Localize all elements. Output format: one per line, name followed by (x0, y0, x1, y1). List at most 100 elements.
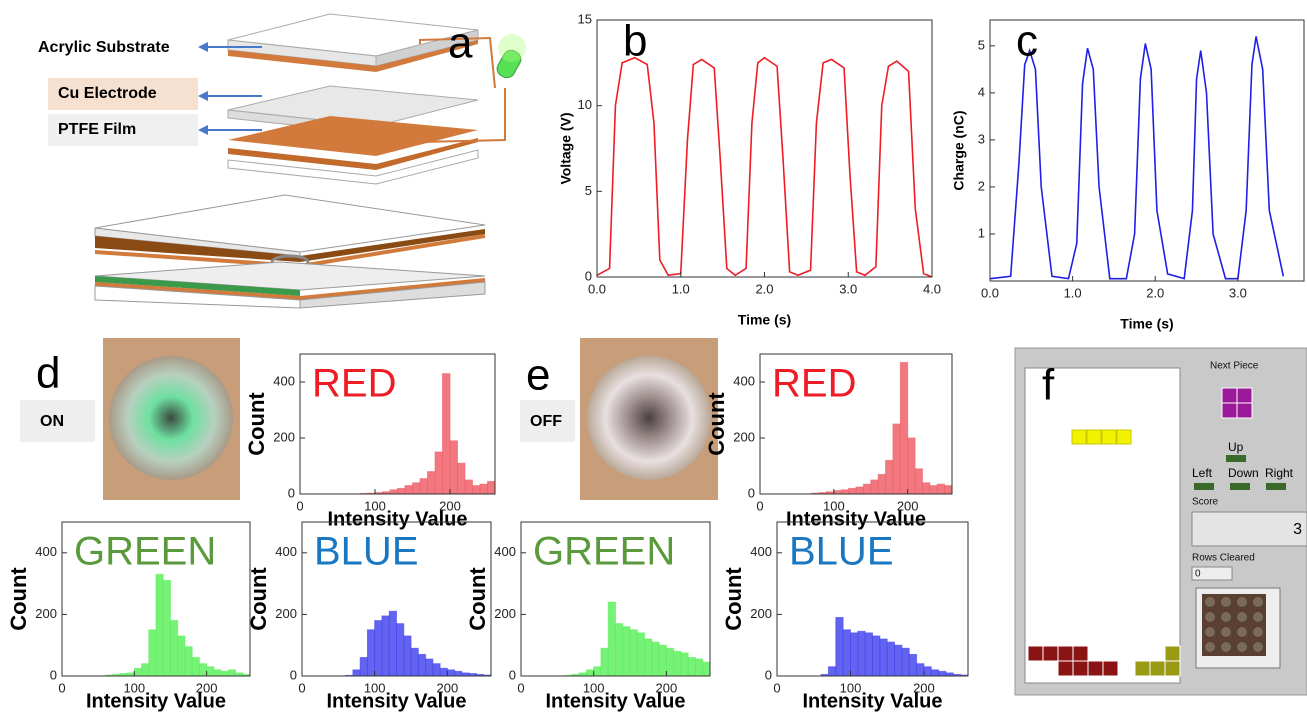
x-axis-label: Time (s) (738, 312, 791, 328)
histogram-bar (221, 671, 228, 676)
histogram-bar (228, 670, 235, 676)
x-tick-label: 3.0 (839, 281, 857, 296)
y-tick-label: 0 (290, 667, 297, 682)
histogram-bar (666, 648, 673, 676)
histogram-bar (945, 486, 952, 494)
histogram-bar (413, 483, 421, 494)
histogram-bar (681, 653, 688, 676)
state-label: OFF (530, 413, 562, 430)
histogram-bar (856, 487, 863, 494)
histogram-bar (458, 463, 466, 494)
rows-cleared-value: 0 (1195, 569, 1201, 580)
y-tick-label: 400 (733, 373, 755, 388)
histogram-bar (849, 488, 856, 494)
led (109, 356, 233, 480)
y-tick-label: 200 (750, 606, 772, 621)
button-label: Right (1265, 466, 1294, 480)
chart-title: RED (772, 362, 856, 406)
histogram-bar (703, 662, 710, 676)
histogram-bar (908, 438, 915, 494)
x-axis-label: Intensity Value (327, 508, 467, 530)
histogram-bar (887, 642, 894, 676)
histogram-bar (142, 664, 149, 676)
layer-label: PTFE Film (58, 121, 136, 138)
histogram-bar (652, 642, 659, 676)
x-tick-label: 3.0 (1229, 285, 1247, 300)
x-axis-label: Intensity Value (86, 690, 226, 712)
y-tick-label: 4 (978, 84, 985, 99)
histogram-bar (375, 621, 382, 676)
histogram-bar (398, 488, 406, 494)
x-tick-label: 0.0 (588, 281, 606, 296)
histogram-bar (922, 483, 929, 494)
button[interactable] (1194, 483, 1214, 490)
layer-label: Cu Electrode (58, 85, 157, 102)
histogram-bar (199, 664, 206, 676)
histogram-bar (404, 636, 411, 676)
y-tick-label: 400 (273, 373, 295, 388)
histogram-bar (659, 645, 666, 676)
histogram-bar (156, 574, 163, 676)
x-tick-label: 0 (298, 680, 305, 695)
histogram-bar (397, 624, 404, 676)
histogram-bar (488, 481, 496, 494)
histogram-bar (895, 645, 902, 676)
histogram-bar (207, 667, 214, 676)
y-tick-label: 0 (509, 667, 516, 682)
button-label: Up (1228, 440, 1244, 454)
data-line (597, 58, 932, 277)
x-tick-label: 2.0 (1146, 285, 1164, 300)
histogram-bar (841, 490, 848, 494)
x-tick-label: 0 (517, 680, 524, 695)
x-tick-label: 0 (756, 498, 763, 513)
x-tick-label: 0 (773, 680, 780, 695)
y-tick-label: 400 (494, 544, 516, 559)
histogram-bar (170, 621, 177, 676)
histogram-bar (435, 452, 443, 494)
histogram-bar (480, 484, 488, 494)
state-label: ON (40, 413, 64, 430)
panel-label: f (1042, 361, 1055, 410)
y-axis-label: Voltage (V) (558, 112, 574, 184)
histogram-bar (428, 472, 436, 494)
x-tick-label: 0 (296, 498, 303, 513)
histogram-bar (443, 374, 451, 494)
histogram-bar (433, 664, 440, 676)
x-axis-label: Time (s) (1120, 316, 1173, 332)
histogram-bar (863, 484, 870, 494)
histogram-bar (886, 460, 893, 494)
histogram-bar (623, 627, 630, 676)
y-tick-label: 400 (275, 544, 297, 559)
histogram-bar (902, 648, 909, 676)
histogram-bar (367, 630, 374, 676)
histogram-bar (645, 639, 652, 676)
y-axis-label: Count (465, 567, 490, 631)
x-axis-label: Intensity Value (802, 690, 942, 712)
y-tick-label: 0 (765, 667, 772, 682)
histogram-bar (178, 636, 185, 676)
y-tick-label: 400 (750, 544, 772, 559)
button[interactable] (1230, 483, 1250, 490)
histogram-bar (630, 630, 637, 676)
histogram-bar (873, 636, 880, 676)
histogram-bar (880, 639, 887, 676)
y-tick-label: 200 (494, 606, 516, 621)
histogram-bar (594, 667, 601, 676)
y-tick-label: 200 (273, 429, 295, 444)
histogram-bar (924, 667, 931, 676)
histogram-bar (134, 668, 141, 676)
y-tick-label: 15 (578, 11, 592, 26)
y-axis-label: Count (721, 567, 746, 631)
histogram-bar (185, 647, 192, 676)
button[interactable] (1266, 483, 1286, 490)
y-axis-label: Count (244, 392, 269, 456)
histogram-bar (353, 670, 360, 676)
y-tick-label: 200 (275, 606, 297, 621)
score-label: Score (1192, 497, 1219, 508)
button[interactable] (1226, 455, 1246, 462)
histogram-bar (688, 658, 695, 676)
tetris-game: f Next Piece Up Left Down Right Score 3 … (1015, 348, 1307, 695)
histogram-bar (405, 486, 413, 494)
histogram-bar (917, 664, 924, 676)
histogram-bar (616, 624, 623, 676)
